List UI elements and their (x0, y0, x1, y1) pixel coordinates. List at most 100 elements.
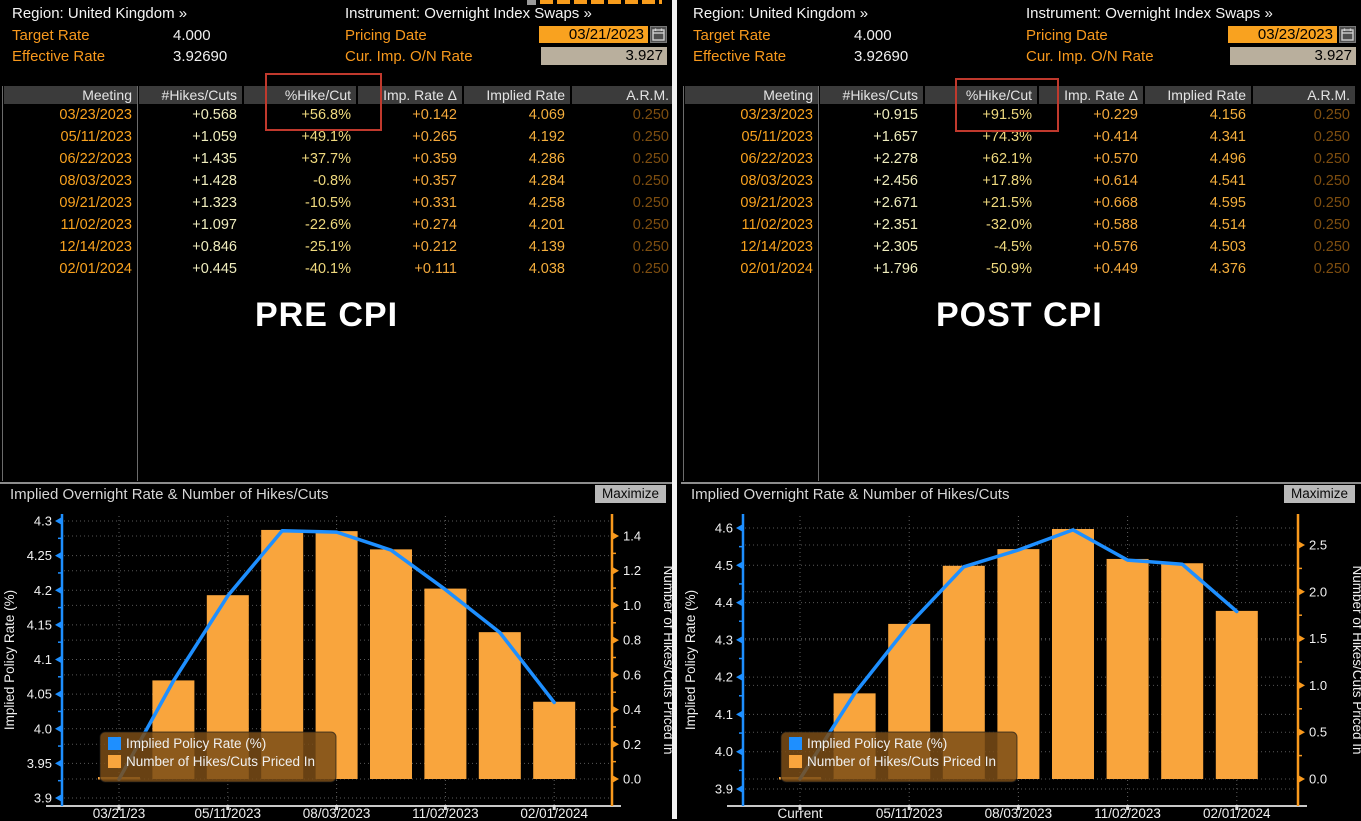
cur-imp-rate-label: Cur. Imp. O/N Rate (1026, 48, 1154, 65)
table-row: 02/01/2024 +0.445 -40.1% +0.111 4.038 0.250 (4, 258, 674, 280)
region-link[interactable]: Region: United Kingdom » (12, 5, 188, 22)
svg-text:0.2: 0.2 (623, 737, 641, 752)
table-cell: 06/22/2023 (740, 151, 813, 167)
table-header-row: Meeting #Hikes/Cuts %Hike/Cut Imp. Rate Δ Im… (4, 86, 674, 104)
table-row: 12/14/2023 +0.846 -25.1% +0.212 4.139 0.250 (4, 236, 674, 258)
cur-imp-rate-value: 3.927 (1230, 47, 1356, 65)
svg-text:Number of Hikes/Cuts Priced In: Number of Hikes/Cuts Priced In (807, 754, 996, 769)
table-row: 05/11/2023 +1.059 +49.1% +0.265 4.192 0.250 (4, 126, 674, 148)
table-cell: 0.250 (1313, 195, 1350, 211)
table-cell: 0.250 (1313, 217, 1350, 233)
svg-text:08/03/2023: 08/03/2023 (985, 806, 1053, 821)
table-cell: +0.668 (1093, 195, 1138, 211)
region-link[interactable]: Region: United Kingdom » (693, 5, 869, 22)
table-cell: 05/11/2023 (741, 129, 814, 145)
chart-title: Implied Overnight Rate & Number of Hikes… (691, 486, 1010, 503)
effective-rate-label: Effective Rate (693, 48, 787, 65)
svg-text:Implied Policy Rate (%): Implied Policy Rate (%) (2, 590, 17, 730)
table-cell: 0.250 (1313, 261, 1350, 277)
effective-rate-value: 3.92690 (173, 48, 228, 65)
table-cell: 0.250 (1313, 239, 1350, 255)
cur-imp-rate-label: Cur. Imp. O/N Rate (345, 48, 473, 65)
table-cell: +0.359 (412, 151, 457, 167)
svg-text:0.8: 0.8 (623, 633, 641, 648)
panel-divider (672, 0, 677, 819)
column-header: Meeting (4, 86, 137, 104)
table-cell: -10.5% (305, 195, 351, 211)
svg-text:4.1: 4.1 (34, 652, 52, 667)
svg-text:0.6: 0.6 (623, 667, 641, 682)
svg-text:1.0: 1.0 (623, 598, 641, 613)
column-header: A.R.M. (572, 86, 674, 104)
table-cell: 4.258 (528, 195, 565, 211)
table-cell: +2.351 (873, 217, 918, 233)
svg-text:11/02/2023: 11/02/2023 (1094, 806, 1161, 821)
table-cell: 11/02/2023 (60, 217, 133, 233)
svg-text:Current: Current (777, 806, 822, 821)
table-cell: 09/21/2023 (740, 195, 813, 211)
chart-legend: Implied Policy Rate (%) Number of Hikes/C… (780, 731, 1018, 783)
table-cell: 4.284 (528, 173, 565, 189)
svg-text:4.0: 4.0 (715, 744, 733, 759)
svg-text:1.2: 1.2 (623, 563, 641, 578)
table-cell: 03/23/2023 (59, 107, 132, 123)
table-cell: +0.576 (1093, 239, 1138, 255)
table-cell: -22.6% (305, 217, 351, 233)
instrument-link[interactable]: Instrument: Overnight Index Swaps » (345, 5, 592, 22)
table-header-row: Meeting #Hikes/Cuts %Hike/Cut Imp. Rate Δ Im… (685, 86, 1355, 104)
svg-text:02/01/2024: 02/01/2024 (520, 806, 588, 821)
svg-text:3.95: 3.95 (27, 756, 52, 771)
table-cell: 4.514 (1209, 217, 1246, 233)
column-header: %Hike/Cut (925, 86, 1037, 104)
table-cell: +62.1% (982, 151, 1032, 167)
table-cell: +0.915 (873, 107, 918, 123)
svg-text:4.0: 4.0 (34, 721, 52, 736)
table-cell: +37.7% (301, 151, 351, 167)
svg-text:Number of Hikes/Cuts Priced In: Number of Hikes/Cuts Priced In (661, 565, 672, 754)
table-cell: -40.1% (305, 261, 351, 277)
svg-text:1.5: 1.5 (1309, 631, 1327, 646)
table-cell: +1.059 (192, 129, 237, 145)
table-cell: -50.9% (986, 261, 1032, 277)
instrument-link[interactable]: Instrument: Overnight Index Swaps » (1026, 5, 1273, 22)
svg-text:02/01/2024: 02/01/2024 (1203, 806, 1271, 821)
table-cell: -25.1% (305, 239, 351, 255)
chart-section: Implied Overnight Rate & Number of Hikes… (681, 482, 1361, 821)
svg-text:Implied Policy Rate (%): Implied Policy Rate (%) (807, 736, 947, 751)
table-cell: 08/03/2023 (59, 173, 132, 189)
svg-text:05/11/2023: 05/11/2023 (876, 806, 943, 821)
annotation-box (955, 78, 1059, 132)
pricing-date-input[interactable]: 03/21/2023 (539, 26, 648, 43)
table-cell: 08/03/2023 (740, 173, 813, 189)
maximize-button[interactable]: Maximize (1283, 485, 1355, 503)
table-row: 06/22/2023 +1.435 +37.7% +0.359 4.286 0.250 (4, 148, 674, 170)
table-cell: -32.0% (986, 217, 1032, 233)
svg-text:11/02/2023: 11/02/2023 (412, 806, 479, 821)
table-cell: 0.250 (632, 129, 669, 145)
table-row: 08/03/2023 +2.456 +17.8% +0.614 4.541 0.250 (685, 170, 1355, 192)
chart-title: Implied Overnight Rate & Number of Hikes… (10, 486, 329, 503)
pricing-date-input[interactable]: 03/23/2023 (1228, 26, 1337, 43)
table-cell: +0.274 (412, 217, 457, 233)
svg-text:4.05: 4.05 (27, 687, 52, 702)
svg-text:3.9: 3.9 (34, 791, 52, 806)
table-cell: 0.250 (1313, 173, 1350, 189)
target-rate-value: 4.000 (854, 27, 892, 44)
calendar-icon[interactable] (1339, 26, 1356, 43)
table-cell: 0.250 (1313, 107, 1350, 123)
maximize-button[interactable]: Maximize (594, 485, 666, 503)
target-rate-label: Target Rate (12, 27, 90, 44)
svg-text:0.0: 0.0 (1309, 772, 1327, 787)
rates-table: 03/23/2023 +0.915 +91.5% +0.229 4.156 0.250 05… (685, 104, 1355, 280)
column-header: #Hikes/Cuts (820, 86, 923, 104)
effective-rate-value: 3.92690 (854, 48, 909, 65)
calendar-icon[interactable] (650, 26, 667, 43)
table-cell: +56.8% (301, 107, 351, 123)
clipped-checkbox-fragment (527, 0, 536, 5)
chart-titlebar: Implied Overnight Rate & Number of Hikes… (0, 484, 672, 506)
table-cell: +1.657 (873, 129, 918, 145)
table-cell: +0.331 (412, 195, 457, 211)
column-header: Imp. Rate Δ (1039, 86, 1143, 104)
svg-text:4.3: 4.3 (715, 632, 733, 647)
svg-text:03/21/23: 03/21/23 (93, 806, 146, 821)
